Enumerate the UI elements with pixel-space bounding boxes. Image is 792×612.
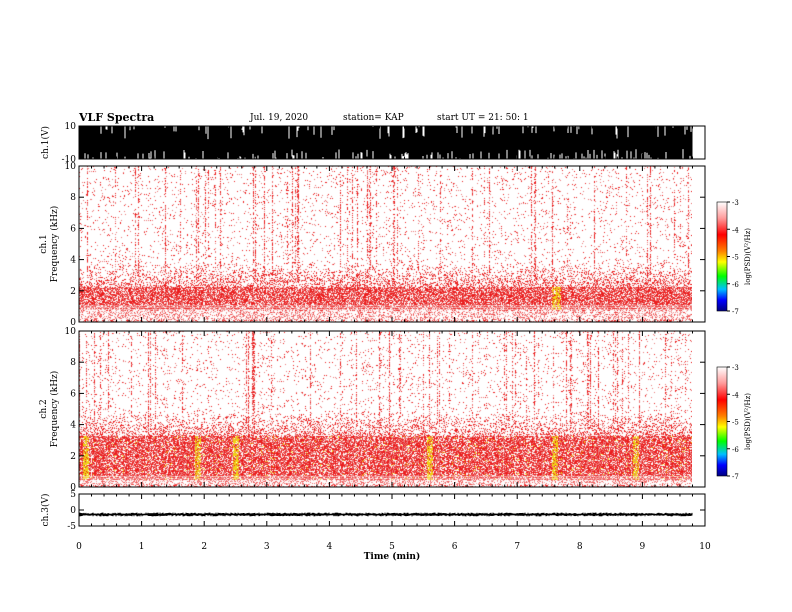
s2-colorbar-tick-label: -6 bbox=[732, 446, 739, 454]
x-tick-label: 1 bbox=[139, 542, 145, 552]
s2-ylabel-channel: ch.2 bbox=[39, 399, 49, 418]
s1-colorbar-tick-label: -5 bbox=[732, 254, 739, 262]
s1-colorbar-label: log(PSD)(V²/Hz) bbox=[744, 228, 752, 285]
s1-colorbar-tick-label: -3 bbox=[732, 199, 739, 207]
x-axis-label: Time (min) bbox=[364, 551, 421, 562]
s2-colorbar-tick-label: -3 bbox=[732, 364, 739, 372]
start-time-label: start UT = 21: 50: 1 bbox=[437, 113, 529, 123]
ch3-ytick-label: -5 bbox=[67, 522, 76, 532]
s1-ytick-label: 10 bbox=[65, 162, 77, 172]
x-tick-label: 7 bbox=[514, 542, 520, 552]
s1-colorbar-tick-label: -6 bbox=[732, 281, 739, 289]
ch3-ytick-label: 5 bbox=[70, 490, 76, 500]
x-tick-label: 6 bbox=[452, 542, 458, 552]
x-tick-label: 9 bbox=[640, 542, 646, 552]
ch3-waveform-trace bbox=[78, 512, 693, 517]
x-tick-label: 10 bbox=[699, 542, 711, 552]
s2-colorbar bbox=[716, 366, 728, 477]
x-tick-label: 3 bbox=[264, 542, 270, 552]
s1-ylabel-channel: ch.1 bbox=[39, 234, 49, 253]
x-tick-label: 2 bbox=[201, 542, 207, 552]
ch1-ylabel: ch.1(V) bbox=[40, 126, 51, 159]
s2-ylabel-frequency: Frequency (kHz) bbox=[49, 371, 60, 448]
s1-ytick-label: 2 bbox=[70, 287, 76, 297]
s2-spectrogram-image bbox=[79, 331, 692, 487]
s2-colorbar-tick-label: -7 bbox=[732, 473, 739, 481]
s2-ytick-label: 10 bbox=[65, 327, 77, 337]
s1-spectrogram-image bbox=[79, 166, 692, 322]
s1-ytick-label: 4 bbox=[70, 256, 76, 266]
s1-colorbar-tick-label: -7 bbox=[732, 308, 739, 316]
station-label: station= KAP bbox=[343, 113, 404, 123]
x-tick-label: 4 bbox=[327, 542, 333, 552]
chart-title: VLF Spectra bbox=[79, 111, 155, 124]
s1-ytick-label: 6 bbox=[70, 224, 76, 234]
s1-ytick-label: 8 bbox=[70, 193, 76, 203]
s2-ytick-label: 6 bbox=[70, 389, 76, 399]
date-label: Jul. 19, 2020 bbox=[250, 113, 309, 123]
s2-colorbar-tick-label: -5 bbox=[732, 419, 739, 427]
s2-colorbar-tick-label: -4 bbox=[732, 391, 739, 399]
s2-ytick-label: 2 bbox=[70, 452, 76, 462]
s2-ytick-label: 4 bbox=[70, 421, 76, 431]
ch1-ytick-label: -10 bbox=[62, 155, 77, 165]
ch1-ytick-label: 10 bbox=[65, 122, 77, 132]
ch3-ytick-label: 0 bbox=[70, 506, 76, 516]
x-tick-label: 5 bbox=[389, 542, 395, 552]
s1-colorbar-tick-label: -4 bbox=[732, 226, 739, 234]
s1-ylabel-frequency: Frequency (kHz) bbox=[49, 206, 60, 283]
x-tick-label: 8 bbox=[577, 542, 583, 552]
s2-colorbar-label: log(PSD)(V²/Hz) bbox=[744, 393, 752, 450]
x-tick-label: 0 bbox=[76, 542, 82, 552]
s2-ytick-label: 8 bbox=[70, 358, 76, 368]
s1-ytick-label: 0 bbox=[70, 318, 76, 328]
s2-ytick-label: 0 bbox=[70, 483, 76, 493]
s1-colorbar bbox=[716, 201, 728, 312]
ch3-ylabel: ch.3(V) bbox=[40, 494, 51, 527]
ch1-waveform-trace bbox=[78, 126, 693, 159]
